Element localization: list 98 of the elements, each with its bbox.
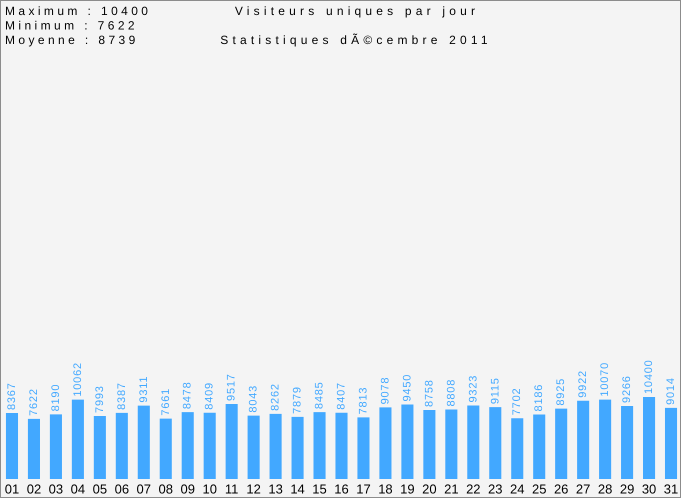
x-tick-label: 08	[158, 482, 173, 496]
data-label: 8186	[533, 384, 546, 412]
bar	[664, 408, 678, 479]
bar	[270, 414, 282, 479]
x-tick-label: 02	[26, 482, 42, 496]
bar	[643, 397, 656, 479]
data-label: 7993	[94, 385, 106, 413]
data-label: 8043	[248, 384, 260, 413]
x-tick-label: 30	[642, 482, 656, 496]
x-tick-label: 27	[576, 482, 590, 496]
data-label: 9922	[577, 370, 590, 398]
bar	[292, 416, 304, 479]
bar	[621, 406, 634, 479]
bar	[204, 412, 216, 479]
data-label: 8190	[50, 384, 62, 412]
bar	[489, 407, 502, 479]
x-tick-label: 04	[70, 482, 86, 496]
bar	[138, 406, 150, 479]
bar	[423, 410, 436, 479]
data-label: 9014	[665, 377, 678, 405]
data-label: 10062	[72, 362, 84, 397]
data-label: 8409	[204, 382, 216, 410]
bar	[50, 414, 62, 479]
data-label: 9115	[489, 377, 502, 404]
bar	[28, 418, 40, 479]
bar	[313, 412, 326, 479]
bar	[577, 400, 590, 479]
data-label: 8262	[270, 383, 282, 411]
x-tick-label: 25	[532, 482, 546, 496]
x-tick-label: 15	[312, 482, 327, 496]
x-tick-label: 18	[378, 482, 393, 496]
data-label: 9323	[467, 374, 480, 402]
bar	[248, 416, 260, 479]
text: Maximum : 10400	[5, 4, 152, 18]
bar	[94, 416, 106, 479]
x-tick-label: 24	[510, 482, 524, 496]
data-label: 9450	[401, 374, 414, 402]
x-tick-label: 10	[202, 482, 217, 496]
x-tick-label: 06	[114, 482, 130, 496]
data-label: 8758	[423, 379, 436, 407]
x-tick-label: 26	[554, 482, 568, 496]
data-label: 9517	[226, 373, 238, 401]
x-tick-label: 17	[356, 482, 371, 496]
x-tick-label: 07	[136, 482, 152, 496]
bar	[555, 408, 568, 479]
data-label: 8808	[445, 378, 458, 407]
bar	[160, 418, 172, 479]
data-label: 7622	[28, 388, 40, 416]
data-label: 7813	[357, 386, 370, 414]
data-label: 10400	[643, 359, 656, 394]
bar	[72, 400, 84, 479]
x-tick-label: 22	[466, 482, 481, 496]
x-tick-label: 21	[444, 482, 459, 496]
x-tick-label: 20	[422, 482, 437, 496]
data-label: 7702	[511, 388, 524, 416]
bar	[379, 407, 392, 479]
bar	[445, 410, 458, 479]
x-tick-label: 13	[268, 482, 283, 496]
data-label: 10070	[599, 362, 612, 397]
data-label: 8367	[6, 382, 18, 410]
x-tick-label: 28	[598, 482, 612, 496]
text: Moyenne : 8739	[5, 33, 139, 47]
bar	[511, 418, 524, 479]
x-tick-label: 09	[180, 482, 195, 496]
data-label: 9266	[621, 375, 634, 403]
data-label: 8387	[116, 382, 128, 410]
bar	[335, 412, 348, 479]
data-label: 7879	[292, 386, 304, 414]
x-tick-label: 05	[92, 482, 108, 496]
bar	[401, 404, 414, 479]
bar	[6, 413, 18, 479]
bar	[116, 412, 128, 479]
data-label: 8485	[314, 381, 326, 410]
x-tick-label: 14	[290, 482, 305, 496]
data-label: 9078	[379, 376, 392, 404]
x-tick-label: 29	[620, 482, 634, 496]
x-tick-label: 31	[664, 482, 678, 496]
x-tick-label: 01	[4, 482, 20, 496]
bar	[226, 404, 238, 479]
data-label: 7661	[160, 388, 172, 416]
data-label: 8925	[555, 378, 568, 406]
bar	[533, 414, 546, 479]
data-label: 8478	[182, 381, 194, 410]
bar	[467, 405, 480, 479]
bar	[599, 400, 612, 479]
bar	[182, 412, 194, 479]
data-label: 9311	[138, 376, 150, 403]
chart-subtitle: Statistiques dÃ©cembre 2011	[220, 33, 492, 47]
x-tick-label: 11	[224, 482, 238, 496]
data-label: 8407	[336, 382, 348, 410]
x-tick-label: 19	[400, 482, 415, 496]
x-tick-label: 16	[334, 482, 349, 496]
text: Minimum : 7622	[5, 18, 138, 32]
chart-title: Visiteurs uniques par jour	[234, 4, 480, 18]
x-tick-label: 03	[48, 482, 64, 496]
x-tick-label: 12	[246, 482, 261, 496]
x-tick-label: 23	[488, 482, 503, 496]
bar	[357, 417, 370, 479]
